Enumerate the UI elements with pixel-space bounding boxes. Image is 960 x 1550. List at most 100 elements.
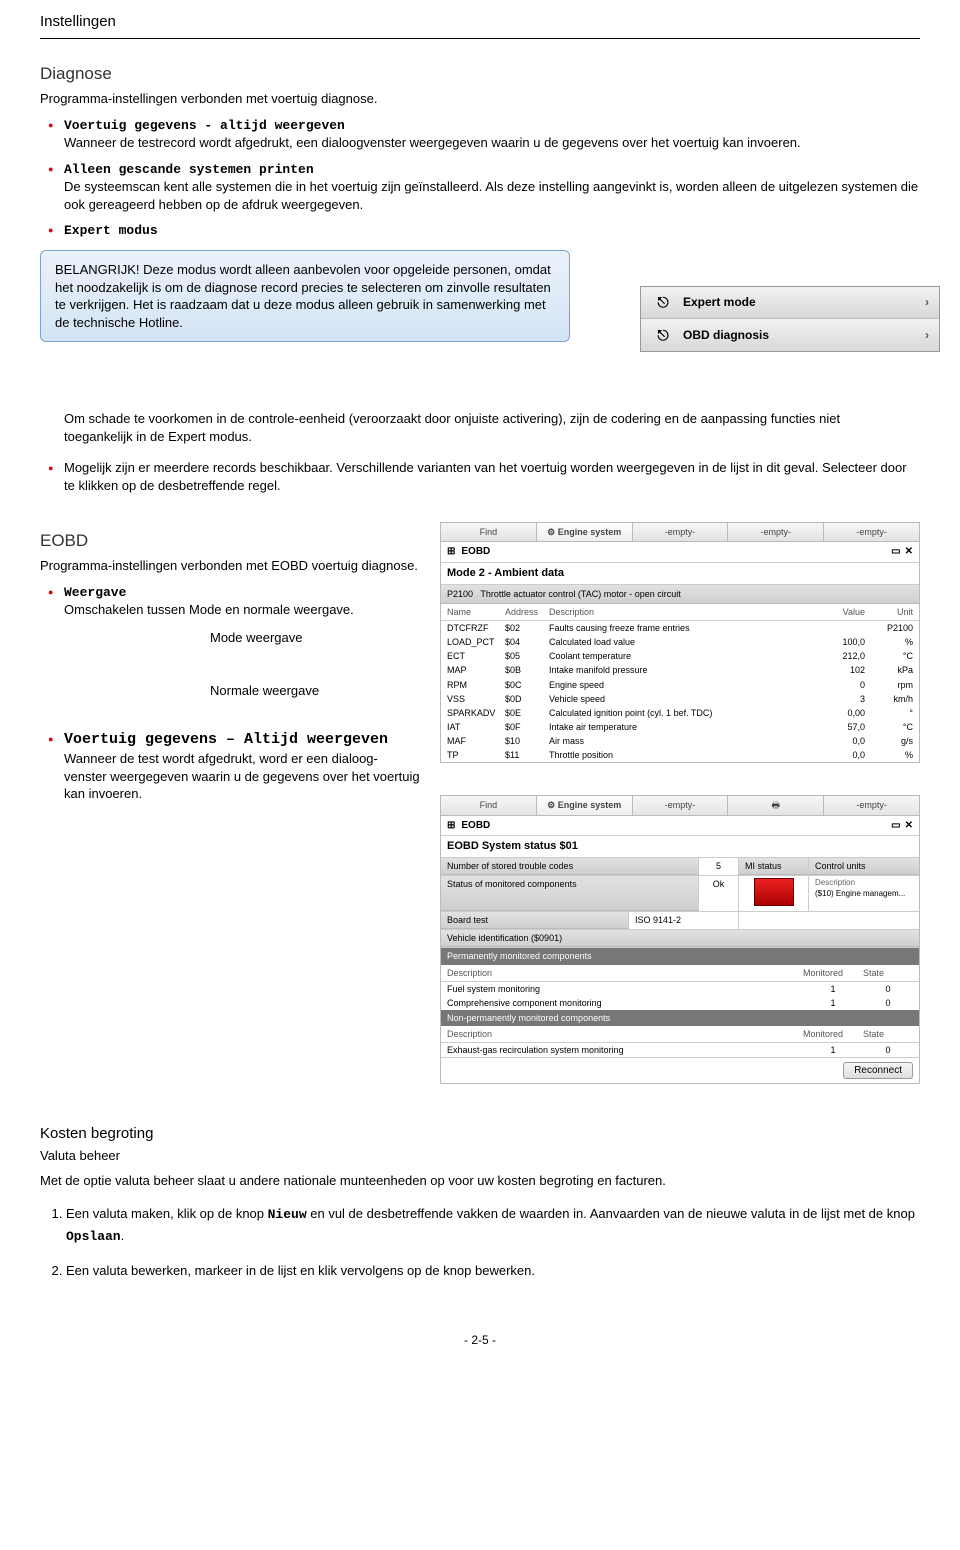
th: State — [863, 967, 913, 979]
warning-icon — [754, 878, 794, 906]
eobd-heading: EOBD — [40, 530, 420, 553]
step-text: Een valuta maken, klik op de knop — [66, 1206, 268, 1221]
diagnose-item: Mogelijk zijn er meerdere records beschi… — [64, 459, 920, 494]
tab[interactable]: Find — [441, 523, 537, 541]
chevron-right-icon: › — [925, 294, 929, 310]
sg-label: Board test — [441, 912, 629, 929]
kosten-sub: Valuta beheer — [40, 1147, 920, 1165]
panel-title: EOBD — [461, 545, 490, 559]
eobd-item: Voertuig gegevens – Altijd weergeven Wan… — [64, 730, 420, 803]
diagnose-list: Voertuig gegevens - altijd weergeven Wan… — [40, 116, 920, 240]
tbl-head: Description Monitored State — [441, 965, 919, 982]
th: Value — [815, 606, 865, 618]
menu-label: Expert mode — [683, 294, 756, 310]
diagnose-item: Alleen gescande systemen printen De syst… — [64, 160, 920, 214]
th: Monitored — [803, 967, 863, 979]
table-row: MAP$0BIntake manifold pressure102kPa — [441, 663, 919, 677]
sg-val: 5 — [699, 858, 739, 875]
td: Exhaust-gas recirculation system monitor… — [447, 1044, 803, 1056]
page-footer: - 2-5 - — [40, 1332, 920, 1348]
window-icon[interactable]: ▭ — [891, 819, 900, 833]
usb-icon: ⎋ — [651, 293, 675, 312]
chevron-right-icon: › — [925, 327, 929, 343]
item-title: Alleen gescande systemen printen — [64, 162, 314, 177]
table-row: DTCFRZF$02Faults causing freeze frame en… — [441, 621, 919, 635]
expand-icon[interactable]: ⊞ — [447, 819, 455, 833]
control-unit: Description ($10) Engine managem... — [809, 876, 919, 911]
table-row: Comprehensive component monitoring10 — [441, 996, 919, 1010]
menu-row-expert[interactable]: ⎋ Expert mode › — [641, 287, 939, 319]
perm-header: Permanently monitored components — [441, 948, 919, 964]
sg-val: ISO 9141-2 — [629, 912, 739, 929]
diagnose-item: Expert modus — [64, 221, 920, 240]
close-icon[interactable]: ✕ — [905, 545, 913, 559]
tab-label: Engine system — [558, 527, 622, 537]
sg-label: Number of stored trouble codes — [441, 858, 699, 875]
tab[interactable]: Find — [441, 796, 537, 814]
tab-label: Engine system — [558, 800, 622, 810]
menu-row-obd[interactable]: ⎋ OBD diagnosis › — [641, 319, 939, 351]
table-row: VSS$0DVehicle speed3km/h — [441, 692, 919, 706]
panel-head: ⊞ EOBD ▭ ✕ — [441, 542, 919, 563]
pdesc: Throttle actuator control (TAC) motor - … — [480, 589, 680, 599]
mi-status — [739, 876, 809, 911]
item-title: Expert modus — [64, 223, 158, 238]
kosten-steps: Een valuta maken, klik op de knop Nieuw … — [66, 1204, 920, 1282]
tab[interactable]: -empty- — [633, 796, 729, 814]
item-title: Voertuig gegevens – Altijd weergeven — [64, 731, 388, 748]
nonperm-header: Non-permanently monitored components — [441, 1010, 919, 1026]
normale-label: Normale weergave — [210, 682, 420, 700]
th: State — [863, 1028, 913, 1040]
sg-label: MI status — [739, 858, 809, 875]
tab[interactable]: -empty- — [824, 523, 919, 541]
diagnose-heading: Diagnose — [40, 63, 920, 86]
table-row: RPM$0CEngine speed0rpm — [441, 678, 919, 692]
panel-tabs: Find ⚙ Engine system -empty- 🖶 -empty- — [440, 795, 920, 815]
menu-label: OBD diagnosis — [683, 327, 769, 343]
close-icon[interactable]: ✕ — [905, 819, 913, 833]
item-body: Wanneer de test wordt afgedrukt, word er… — [64, 751, 420, 801]
panel-tabs: Find ⚙ Engine system -empty- -empty- -em… — [440, 522, 920, 542]
th: Name — [447, 606, 505, 618]
tab[interactable]: -empty- — [633, 523, 729, 541]
tab[interactable]: 🖶 — [728, 796, 824, 814]
btn-opslaan: Opslaan — [66, 1229, 121, 1244]
table-row: Exhaust-gas recirculation system monitor… — [441, 1043, 919, 1057]
eobd-panel-mode2: Find ⚙ Engine system -empty- -empty- -em… — [440, 522, 920, 763]
td: 0 — [863, 1044, 913, 1056]
sg-val: Ok — [699, 876, 739, 911]
tbl-head: Description Monitored State — [441, 1026, 919, 1043]
panel-mode: Mode 2 - Ambient data — [441, 563, 919, 585]
step-text: . — [121, 1228, 125, 1243]
table-row: Fuel system monitoring10 — [441, 982, 919, 996]
th: Description — [447, 1028, 803, 1040]
sg-label: Control units — [809, 858, 919, 875]
item-body: Wanneer de testrecord wordt afgedrukt, e… — [64, 135, 801, 150]
print-icon: 🖶 — [772, 800, 781, 810]
diagnose-list2: Mogelijk zijn er meerdere records beschi… — [40, 459, 920, 494]
step: Een valuta bewerken, markeer in de lijst… — [66, 1261, 920, 1282]
table-row: IAT$0FIntake air temperature57,0°C — [441, 720, 919, 734]
reconnect-button[interactable]: Reconnect — [843, 1062, 913, 1079]
eobd-list: Weergave Omschakelen tussen Mode en norm… — [40, 583, 420, 619]
item-body: Omschakelen tussen Mode en normale weerg… — [64, 602, 354, 617]
tab[interactable]: ⚙ Engine system — [537, 523, 633, 541]
item-body: De systeemscan kent alle systemen die in… — [64, 179, 918, 212]
window-icon[interactable]: ▭ — [891, 545, 900, 559]
expand-icon[interactable]: ⊞ — [447, 545, 455, 559]
kosten-body: Met de optie valuta beheer slaat u ander… — [40, 1172, 920, 1190]
title-rule — [40, 38, 920, 39]
tab[interactable]: -empty- — [728, 523, 824, 541]
table-row: ECT$05Coolant temperature212,0°C — [441, 649, 919, 663]
page-title: Instellingen — [40, 12, 920, 32]
cu-val: ($10) Engine managem... — [815, 889, 913, 900]
sg-label: Vehicle identification ($0901) — [441, 930, 919, 947]
gear-icon: ⚙ — [547, 800, 555, 810]
tab[interactable]: ⚙ Engine system — [537, 796, 633, 814]
pcode-bar: P2100 Throttle actuator control (TAC) mo… — [441, 585, 919, 604]
th: Address — [505, 606, 549, 618]
table-row: MAF$10Air mass0,0g/s — [441, 734, 919, 748]
diagnose-after1: Om schade te voorkomen in de controle-ee… — [64, 410, 896, 445]
table-row: LOAD_PCT$04Calculated load value100,0% — [441, 635, 919, 649]
tab[interactable]: -empty- — [824, 796, 919, 814]
